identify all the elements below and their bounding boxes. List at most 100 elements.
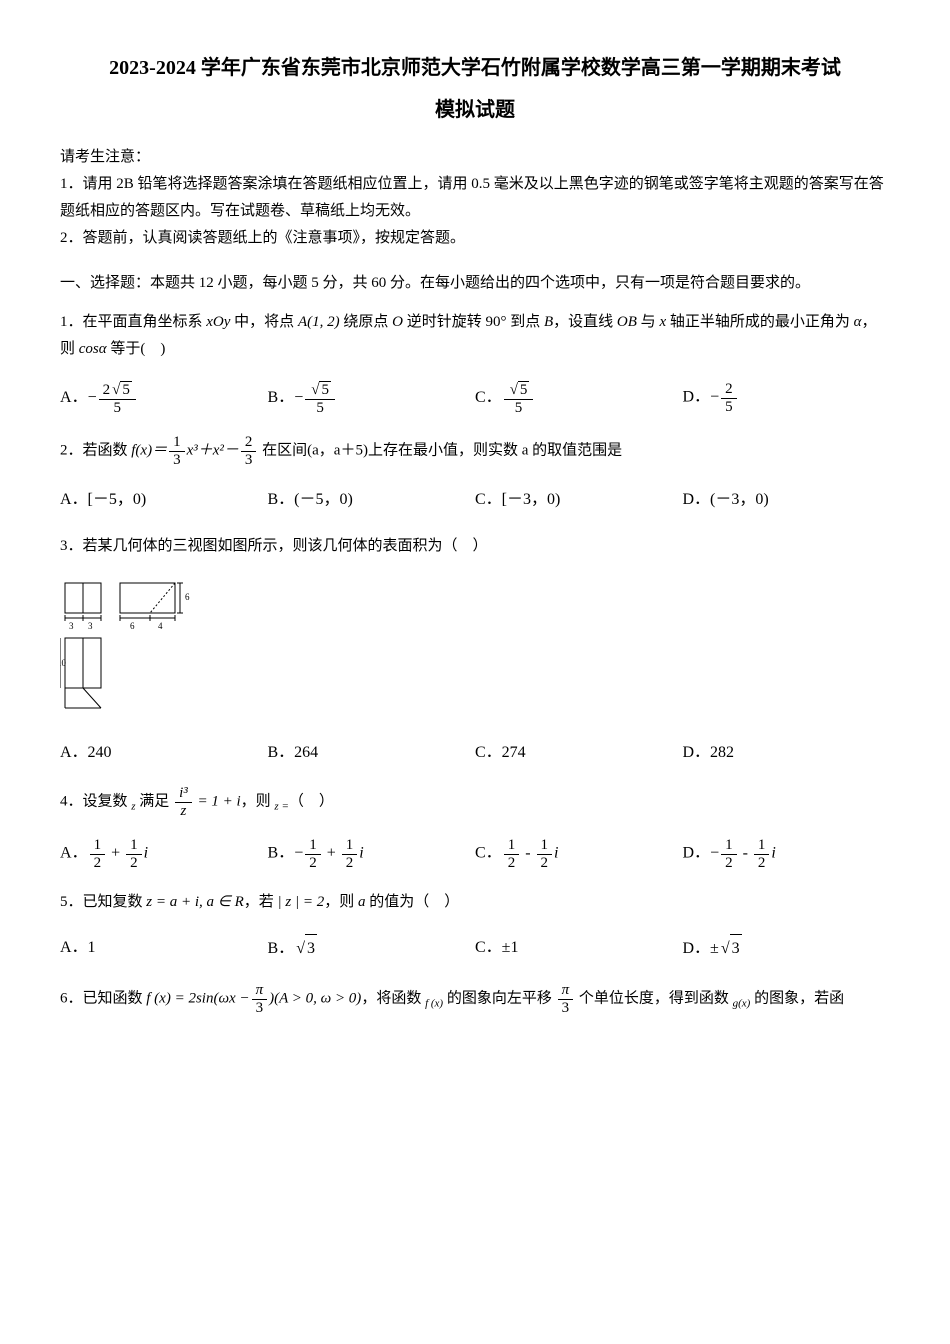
q2-option-b: B．(－5，0)	[268, 486, 476, 515]
den: 3	[169, 452, 185, 469]
instructions-line-2: 2．答题前，认真阅读答题纸上的《注意事项》，按规定答题。	[60, 225, 890, 252]
n: 1	[305, 837, 321, 855]
q5-abs: | z | = 2	[278, 894, 325, 910]
i: i	[554, 845, 558, 862]
n: 1	[504, 837, 520, 855]
q4-option-d: D．−12 - 12i	[683, 837, 891, 871]
opt-label: B．	[268, 389, 295, 406]
den: 5	[504, 400, 534, 417]
q2-option-c: C．[－3，0)	[475, 486, 683, 515]
title-sub: 模拟试题	[60, 92, 890, 128]
n: 1	[721, 837, 737, 855]
q1-option-d: D．−25	[683, 381, 891, 416]
q5-text-3: ，则	[324, 894, 358, 910]
q4-text-3: ，则	[241, 794, 275, 810]
q2-options: A．[－5，0) B．(－5，0) C．[－3，0) D．(－3，0)	[60, 486, 890, 515]
q6-fx: f (x) = 2sin(ωx −	[146, 991, 249, 1007]
i: i	[144, 845, 148, 862]
section-title: 一、选择题：本题共 12 小题，每小题 5 分，共 60 分。在每小题给出的四个…	[60, 270, 890, 297]
opt-label: A．	[60, 389, 88, 406]
q1-text-7: 与	[637, 314, 660, 330]
opt-label: C．	[475, 845, 502, 862]
q6-cond: )(A > 0, ω > 0)	[269, 991, 361, 1007]
q5-text-2: ，若	[244, 894, 278, 910]
d: 2	[90, 855, 106, 872]
q1-text-8: 轴正半轴所成的最小正角为	[666, 314, 854, 330]
den: 5	[721, 399, 737, 416]
opt-label: B．	[268, 940, 295, 957]
pi: π	[252, 982, 268, 1000]
q1-option-b: B．−55	[268, 381, 476, 416]
d3: 3	[252, 1000, 268, 1017]
three-view-diagram: 3 3 6 4 6 10	[60, 578, 195, 718]
neg: −	[294, 845, 303, 862]
q1-text-10: 等于( )	[107, 341, 166, 357]
question-3: 3．若某几何体的三视图如图所示，则该几何体的表面积为（ ）	[60, 533, 890, 560]
q6-tail: 的图象，若函	[750, 991, 844, 1007]
q4-option-c: C．12 - 12i	[475, 837, 683, 871]
q2-mid1: x³＋x²－	[187, 442, 239, 458]
q1-text-5: 到点	[506, 314, 544, 330]
q1-text-2: 中，将点	[230, 314, 298, 330]
num: 2	[241, 434, 257, 452]
question-4: 4．设复数 z 满足 i³z = 1 + i，则 z =（ ）	[60, 785, 890, 819]
q4-text-2: 满足	[136, 794, 174, 810]
opt-label: B．	[268, 845, 295, 862]
op: -	[739, 845, 752, 862]
q2-option-d: D．(－3，0)	[683, 486, 891, 515]
q5-option-c: C．±1	[475, 934, 683, 964]
pi: π	[558, 982, 574, 1000]
q5-text-1: 5．已知复数	[60, 894, 146, 910]
instructions: 请考生注意： 1．请用 2B 铅笔将选择题答案涂填在答题纸相应位置上，请用 0.…	[60, 144, 890, 252]
den: 5	[305, 400, 335, 417]
dim-3a: 3	[69, 621, 74, 631]
opt-label: C．	[475, 389, 502, 406]
i: i	[359, 845, 363, 862]
q3-options: A．240 B．264 C．274 D．282	[60, 739, 890, 768]
dim-10: 10	[60, 658, 67, 668]
question-1: 1．在平面直角坐标系 xOy 中，将点 A(1, 2) 绕原点 O 逆时针旋转 …	[60, 309, 890, 363]
q3-option-c: C．274	[475, 739, 683, 768]
q1-text-1: 1．在平面直角坐标系	[60, 314, 206, 330]
question-5: 5．已知复数 z = a + i, a ∈ R，若 | z | = 2，则 a …	[60, 889, 890, 916]
d: 2	[721, 855, 737, 872]
q3-figure: 3 3 6 4 6 10	[60, 578, 890, 729]
d3: 3	[558, 1000, 574, 1017]
q6-text-4: 个单位长度，得到函数	[575, 991, 733, 1007]
dim-4: 4	[158, 621, 163, 631]
d: 2	[342, 855, 358, 872]
q4-eq: = 1 + i	[194, 794, 241, 810]
den: 5	[99, 400, 136, 417]
q5-tail: 的值为（ ）	[366, 894, 460, 910]
q4-ze: z =	[274, 801, 288, 813]
q5-option-b: B．3	[268, 934, 476, 964]
q3-option-a: A．240	[60, 739, 268, 768]
question-2: 2．若函数 f(x)＝13x³＋x²－23 在区间(a，a＋5)上存在最小值，则…	[60, 434, 890, 468]
q4-tail: （ ）	[289, 794, 334, 810]
num: i³	[175, 785, 192, 803]
rad: 5	[319, 381, 331, 399]
num: 2	[721, 381, 737, 399]
rad: 5	[120, 381, 132, 399]
d: 2	[504, 855, 520, 872]
question-6: 6．已知函数 f (x) = 2sin(ωx −π3)(A > 0, ω > 0…	[60, 982, 890, 1016]
q2-fx: f(x)＝	[131, 442, 167, 458]
d: 2	[126, 855, 142, 872]
q1-A12: A(1, 2)	[298, 314, 340, 330]
den: 3	[241, 452, 257, 469]
q2-text-1: 2．若函数	[60, 442, 131, 458]
neg: −	[710, 845, 719, 862]
q5-options: A．1 B．3 C．±1 D．±3	[60, 934, 890, 964]
q1-text-3: 绕原点	[340, 314, 393, 330]
d: 2	[305, 855, 321, 872]
q6-text-2: ，将函数	[361, 991, 425, 1007]
q1-text-4: 逆时针旋转	[403, 314, 486, 330]
dim-6: 6	[130, 621, 135, 631]
i: i	[771, 845, 775, 862]
opt-label: D．	[683, 845, 711, 862]
opt-label: D．	[683, 389, 711, 406]
q4-option-a: A．12 + 12i	[60, 837, 268, 871]
q1-O: O	[392, 314, 403, 330]
q2-option-a: A．[－5，0)	[60, 486, 268, 515]
dim-3b: 3	[88, 621, 93, 631]
